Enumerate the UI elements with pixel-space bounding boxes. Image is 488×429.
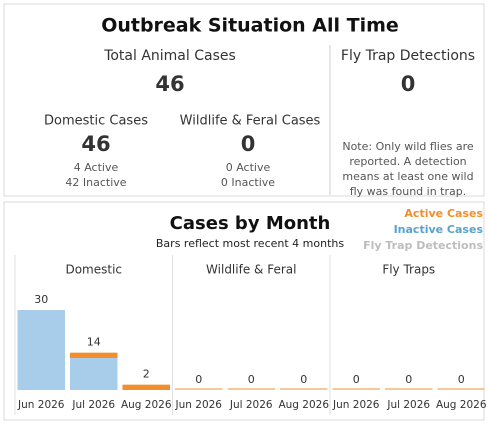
x-tick-label: Jun 2026 (17, 399, 65, 411)
x-tick-label: Jul 2026 (229, 399, 273, 411)
chart-subtitle: Bars reflect most recent 4 months (156, 237, 344, 250)
wildlife-label: Wildlife & Feral Cases (180, 114, 321, 129)
total-label: Total Animal Cases (103, 48, 236, 64)
bar-segment (70, 358, 118, 390)
chart-frame (3, 201, 485, 421)
domestic-active: 4 Active (74, 161, 119, 174)
domestic-inactive: 42 Inactive (65, 176, 126, 189)
wildlife-inactive: 0 Inactive (221, 176, 275, 189)
note: fly was found in trap. (350, 185, 467, 198)
title: Outbreak Situation All Time (101, 15, 399, 37)
x-tick-label: Jul 2026 (386, 399, 430, 411)
note: reported. A detection (349, 155, 466, 168)
legend-entry: Fly Trap Detections (363, 239, 483, 252)
legend-entry: Inactive Cases (394, 223, 484, 236)
data-label: 14 (87, 336, 101, 349)
wildlife-active: 0 Active (226, 161, 271, 174)
fly-label: Fly Trap Detections (341, 48, 475, 64)
bar-segment (122, 384, 170, 390)
legend-entry: Active Cases (404, 207, 483, 220)
note: means at least one wild (342, 170, 473, 183)
chart-title: Cases by Month (170, 213, 331, 234)
panel-title: Domestic (65, 263, 122, 277)
fly-value: 0 (401, 72, 416, 96)
data-label: 0 (353, 373, 360, 386)
data-label: 0 (195, 373, 202, 386)
total-value: 46 (155, 72, 184, 96)
data-label: 30 (34, 293, 48, 306)
x-tick-label: Aug 2026 (121, 399, 172, 411)
domestic-value: 46 (81, 132, 110, 156)
data-label: 0 (458, 373, 465, 386)
wildlife-value: 0 (241, 132, 256, 156)
bar-segment (70, 352, 118, 358)
data-label: 0 (405, 373, 412, 386)
x-tick-label: Jun 2026 (332, 399, 380, 411)
bar-segment (17, 310, 65, 390)
domestic-label: Domestic Cases (44, 114, 148, 129)
x-tick-label: Aug 2026 (278, 399, 329, 411)
data-label: 2 (143, 368, 150, 381)
panel-title: Fly Traps (382, 263, 435, 277)
x-tick-label: Jun 2026 (175, 399, 223, 411)
panel-title: Wildlife & Feral (206, 263, 296, 277)
x-tick-label: Jul 2026 (71, 399, 115, 411)
data-label: 0 (248, 373, 255, 386)
x-tick-label: Aug 2026 (436, 399, 487, 411)
summary-frame (3, 3, 485, 197)
data-label: 0 (300, 373, 307, 386)
note: Note: Only wild flies are (342, 140, 474, 153)
